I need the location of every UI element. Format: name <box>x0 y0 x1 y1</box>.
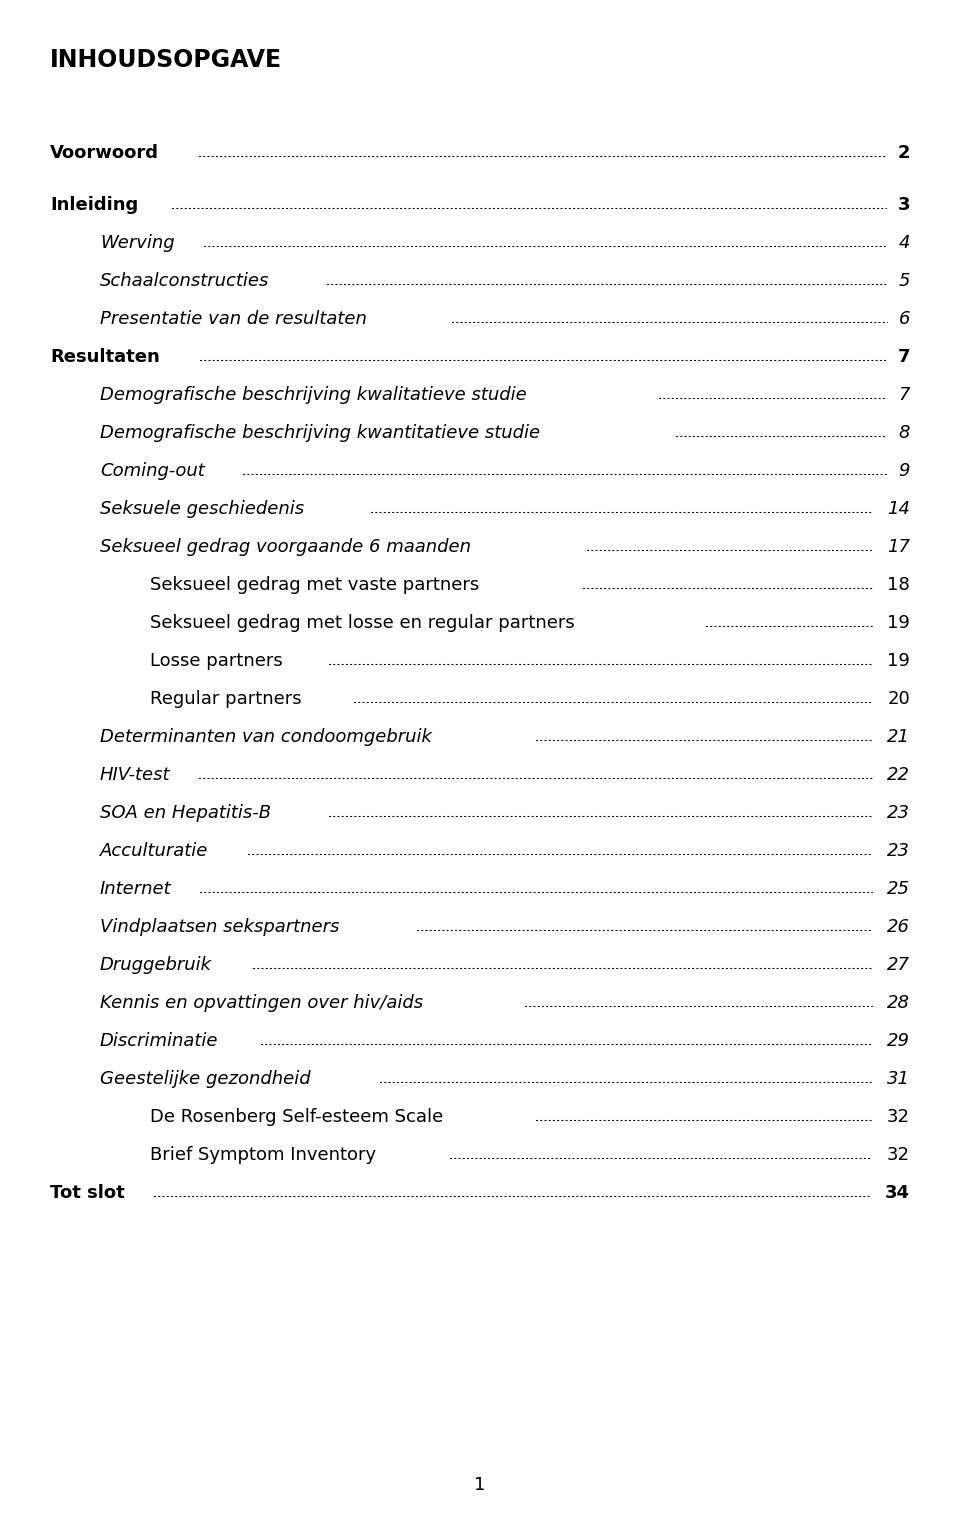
Text: Losse partners: Losse partners <box>150 652 283 671</box>
Text: 3: 3 <box>898 197 910 213</box>
Text: Seksueel gedrag met losse en regular partners: Seksueel gedrag met losse en regular par… <box>150 614 575 632</box>
Text: 27: 27 <box>887 956 910 974</box>
Text: Schaalconstructies: Schaalconstructies <box>100 271 270 290</box>
Text: 28: 28 <box>887 994 910 1012</box>
Text: Voorwoord: Voorwoord <box>50 143 159 162</box>
Text: 26: 26 <box>887 917 910 936</box>
Text: 18: 18 <box>887 576 910 594</box>
Text: 7: 7 <box>899 386 910 404</box>
Text: 1: 1 <box>474 1477 486 1494</box>
Text: 22: 22 <box>887 767 910 783</box>
Text: 31: 31 <box>887 1070 910 1088</box>
Text: Vindplaatsen sekspartners: Vindplaatsen sekspartners <box>100 917 340 936</box>
Text: 20: 20 <box>887 690 910 709</box>
Text: 21: 21 <box>887 728 910 747</box>
Text: Brief Symptom Inventory: Brief Symptom Inventory <box>150 1146 376 1164</box>
Text: Acculturatie: Acculturatie <box>100 841 208 860</box>
Text: 8: 8 <box>899 424 910 442</box>
Text: 7: 7 <box>898 347 910 366</box>
Text: SOA en Hepatitis-B: SOA en Hepatitis-B <box>100 805 271 821</box>
Text: Discriminatie: Discriminatie <box>100 1032 219 1050</box>
Text: Coming-out: Coming-out <box>100 462 204 480</box>
Text: 2: 2 <box>898 143 910 162</box>
Text: Inleiding: Inleiding <box>50 197 138 213</box>
Text: 23: 23 <box>887 841 910 860</box>
Text: Tot slot: Tot slot <box>50 1184 125 1202</box>
Text: INHOUDSOPGAVE: INHOUDSOPGAVE <box>50 47 282 72</box>
Text: 4: 4 <box>899 235 910 251</box>
Text: 32: 32 <box>887 1108 910 1126</box>
Text: Kennis en opvattingen over hiv/aids: Kennis en opvattingen over hiv/aids <box>100 994 423 1012</box>
Text: 25: 25 <box>887 879 910 898</box>
Text: Seksueel gedrag voorgaande 6 maanden: Seksueel gedrag voorgaande 6 maanden <box>100 538 471 556</box>
Text: Demografische beschrijving kwalitatieve studie: Demografische beschrijving kwalitatieve … <box>100 386 527 404</box>
Text: Werving: Werving <box>100 235 175 251</box>
Text: 6: 6 <box>899 309 910 328</box>
Text: 19: 19 <box>887 652 910 671</box>
Text: Resultaten: Resultaten <box>50 347 159 366</box>
Text: Presentatie van de resultaten: Presentatie van de resultaten <box>100 309 367 328</box>
Text: Geestelijke gezondheid: Geestelijke gezondheid <box>100 1070 311 1088</box>
Text: Seksueel gedrag met vaste partners: Seksueel gedrag met vaste partners <box>150 576 479 594</box>
Text: Regular partners: Regular partners <box>150 690 301 709</box>
Text: 9: 9 <box>899 462 910 480</box>
Text: 34: 34 <box>885 1184 910 1202</box>
Text: 5: 5 <box>899 271 910 290</box>
Text: 17: 17 <box>887 538 910 556</box>
Text: Seksuele geschiedenis: Seksuele geschiedenis <box>100 500 304 518</box>
Text: HIV-test: HIV-test <box>100 767 171 783</box>
Text: 14: 14 <box>887 500 910 518</box>
Text: De Rosenberg Self-esteem Scale: De Rosenberg Self-esteem Scale <box>150 1108 444 1126</box>
Text: Internet: Internet <box>100 879 172 898</box>
Text: 29: 29 <box>887 1032 910 1050</box>
Text: Demografische beschrijving kwantitatieve studie: Demografische beschrijving kwantitatieve… <box>100 424 540 442</box>
Text: Determinanten van condoomgebruik: Determinanten van condoomgebruik <box>100 728 432 747</box>
Text: 19: 19 <box>887 614 910 632</box>
Text: 23: 23 <box>887 805 910 821</box>
Text: 32: 32 <box>887 1146 910 1164</box>
Text: Druggebruik: Druggebruik <box>100 956 212 974</box>
